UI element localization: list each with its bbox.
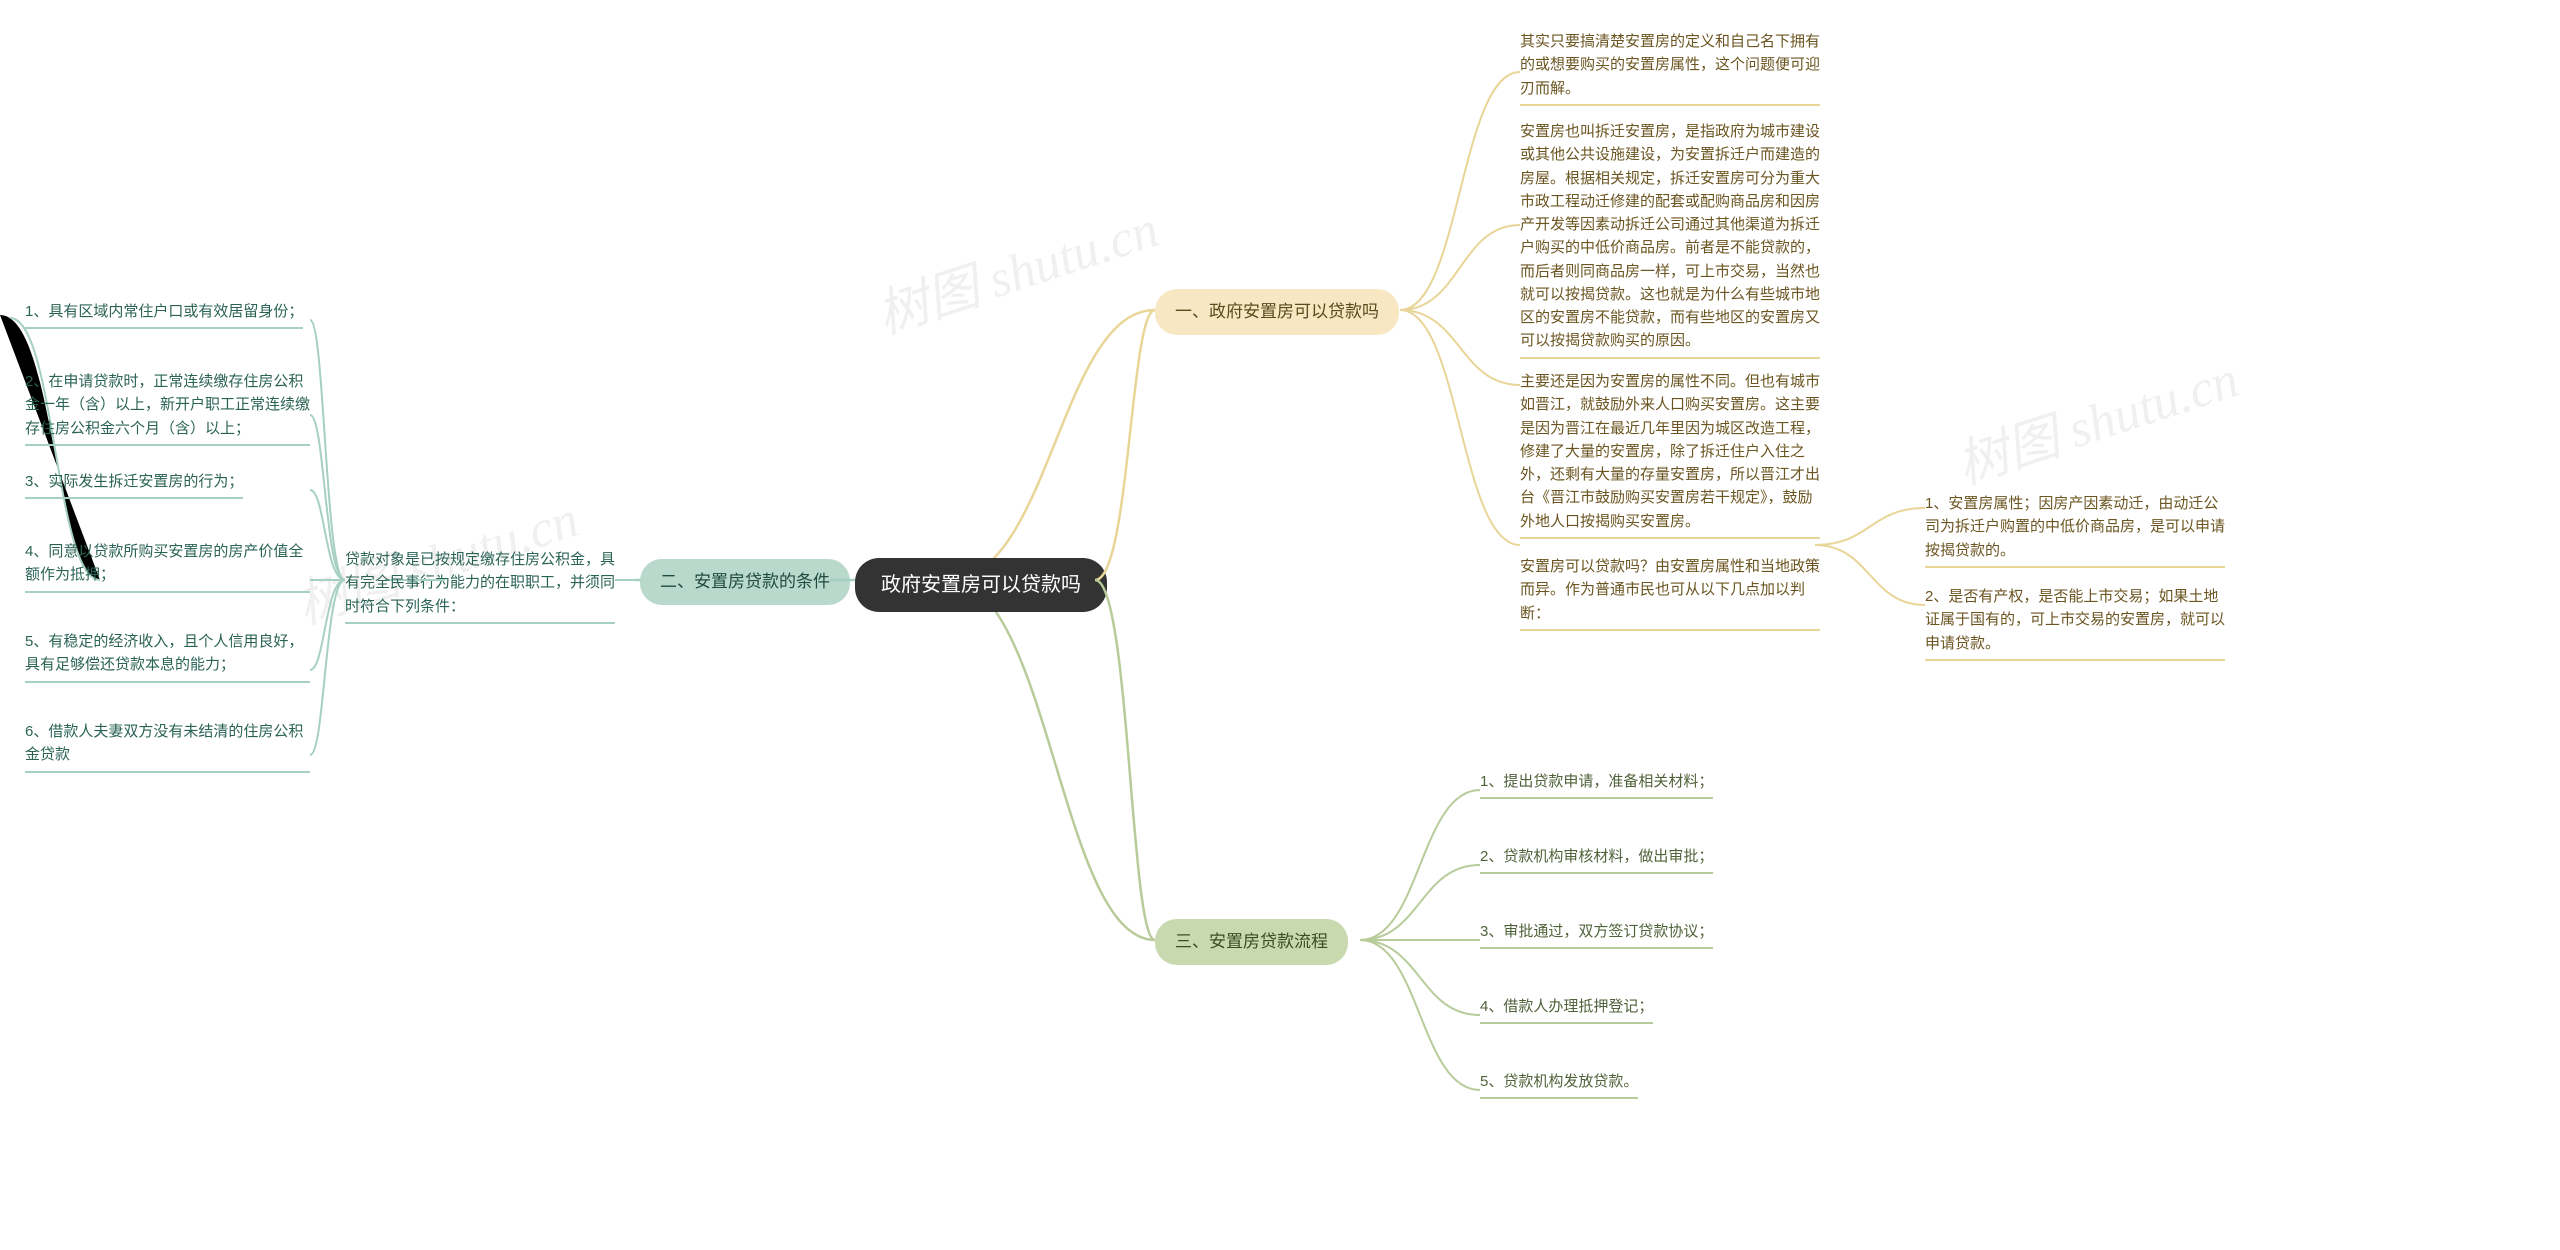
branch-3-node[interactable]: 三、安置房贷款流程 [1155, 919, 1348, 965]
root-label: 政府安置房可以贷款吗 [881, 570, 1081, 600]
branch-2-leaf: 1、具有区域内常住户口或有效居留身份； [25, 300, 303, 329]
branch-1-subleaf: 2、是否有产权，是否能上市交易；如果土地证属于国有的，可上市交易的安置房，就可以… [1925, 585, 2225, 661]
branch-1-leaf: 安置房也叫拆迁安置房，是指政府为城市建设或其他公共设施建设，为安置拆迁户而建造的… [1520, 120, 1820, 359]
branch-2-leaf: 2、在申请贷款时，正常连续缴存住房公积金一年（含）以上，新开户职工正常连续缴存住… [25, 370, 310, 446]
branch-1-leaf: 其实只要搞清楚安置房的定义和自己名下拥有的或想要购买的安置房属性，这个问题便可迎… [1520, 30, 1820, 106]
branch-3-leaf: 2、贷款机构审核材料，做出审批； [1480, 845, 1713, 874]
branch-2-leaf: 5、有稳定的经济收入，且个人信用良好，具有足够偿还贷款本息的能力； [25, 630, 310, 683]
watermark: 树图 shutu.cn [866, 187, 1167, 348]
branch-3-leaf: 4、借款人办理抵押登记； [1480, 995, 1653, 1024]
branch-2-leaf: 3、实际发生拆迁安置房的行为； [25, 470, 243, 499]
branch-1-label: 一、政府安置房可以贷款吗 [1175, 299, 1379, 325]
branch-3-label: 三、安置房贷款流程 [1175, 929, 1328, 955]
branch-1-leaf: 主要还是因为安置房的属性不同。但也有城市如晋江，就鼓励外来人口购买安置房。这主要… [1520, 370, 1820, 539]
branch-3-leaf: 5、贷款机构发放贷款。 [1480, 1070, 1638, 1099]
branch-3-leaf: 3、审批通过，双方签订贷款协议； [1480, 920, 1713, 949]
branch-2-label: 二、安置房贷款的条件 [660, 569, 830, 595]
branch-2-leaf: 6、借款人夫妻双方没有未结清的住房公积金贷款 [25, 720, 310, 773]
branch-1-subleaf: 1、安置房属性；因房产因素动迁，由动迁公司为拆迁户购置的中低价商品房，是可以申请… [1925, 492, 2225, 568]
branch-1-node[interactable]: 一、政府安置房可以贷款吗 [1155, 289, 1399, 335]
branch-3-leaf: 1、提出贷款申请，准备相关材料； [1480, 770, 1713, 799]
branch-2-leaf: 4、同意以贷款所购买安置房的房产价值全额作为抵押； [25, 540, 310, 593]
branch-2-intro-real: 贷款对象是已按规定缴存住房公积金，具有完全民事行为能力的在职职工，并须同时符合下… [345, 548, 615, 624]
branch-2-node[interactable]: 二、安置房贷款的条件 [640, 559, 850, 605]
root-node[interactable]: 政府安置房可以贷款吗 [855, 558, 1107, 612]
branch-1-leaf: 安置房可以贷款吗？由安置房属性和当地政策而异。作为普通市民也可从以下几点加以判断… [1520, 555, 1820, 631]
watermark: 树图 shutu.cn [1946, 337, 2247, 498]
